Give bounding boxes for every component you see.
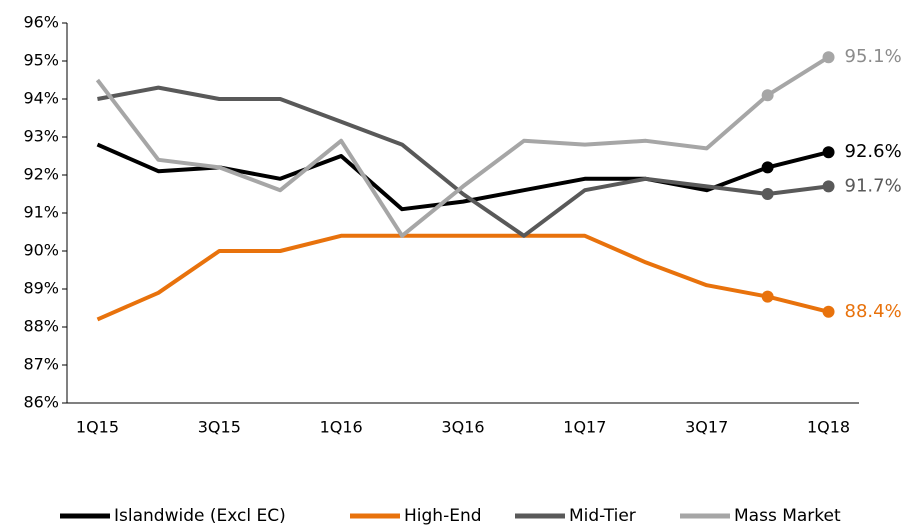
y-tick-label: 88% [23,317,59,336]
y-tick-label: 96% [23,13,59,32]
y-tick-label: 86% [23,393,59,412]
point-marker [761,89,774,102]
y-tick-label: 87% [23,355,59,374]
series-line [97,85,829,238]
y-tick-label: 90% [23,241,59,260]
point-marker [822,180,835,193]
x-tick-label: 1Q17 [563,418,606,437]
point-marker [761,290,774,303]
series-line [96,233,830,322]
y-tick-label: 93% [23,127,59,146]
point-marker [822,51,835,64]
y-tick-label: 94% [23,89,59,108]
point-marker [822,305,835,318]
y-tick-label: 92% [23,165,59,184]
value-label: 95.1% [845,46,902,67]
point-marker [761,188,774,200]
y-tick-label: 95% [23,51,59,70]
x-tick-label: 1Q16 [320,418,363,437]
legend-label: Mid-Tier [569,506,636,526]
y-tick-label: 91% [23,203,59,222]
value-label: 91.7% [845,175,902,196]
value-label: 92.6% [845,141,902,162]
x-tick-label: 3Q16 [441,418,484,437]
point-marker [822,146,835,159]
x-tick-label: 3Q15 [198,418,241,437]
legend-label: Islandwide (Excl EC) [114,506,286,526]
legend-label: High-End [404,506,482,526]
x-tick-label: 1Q15 [76,418,119,437]
series-line [95,55,830,238]
value-label: 88.4% [845,301,902,322]
legend-label: Mass Market [734,506,841,526]
y-tick-label: 89% [23,279,59,298]
series-line [96,142,830,212]
x-tick-label: 1Q18 [807,418,850,437]
x-tick-label: 3Q17 [685,418,728,437]
point-marker [761,161,774,174]
